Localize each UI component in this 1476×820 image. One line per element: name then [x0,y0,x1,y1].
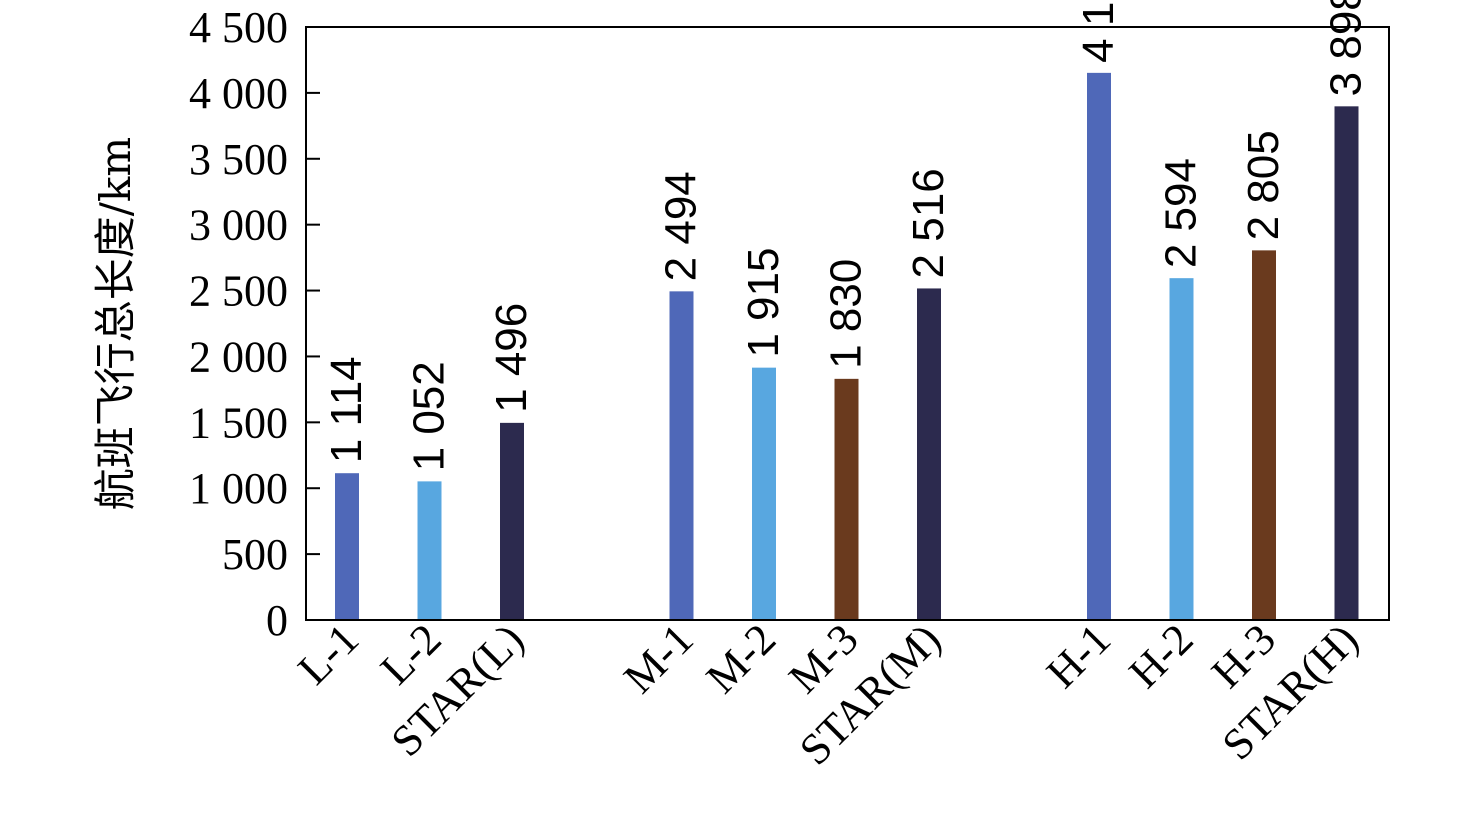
bar-L-1 [335,473,359,620]
data-label-M-2: 1 915 [739,248,788,358]
data-label-STAR(L): 1 496 [487,303,536,413]
bar-H-1 [1087,72,1111,621]
y-tick-label: 4 000 [189,69,288,118]
data-label-L-1: 1 114 [322,356,371,463]
data-label-STAR(M): 2 516 [904,168,953,278]
data-label-H-2: 2 594 [1157,158,1206,268]
data-labels: 1 114 1 052 1 496 2 494 1 915 1 830 2 516 4 152… [322,0,1371,471]
data-label-M-1: 2 494 [657,171,706,281]
y-tick-label: 0 [266,596,288,645]
data-label-H-1: 4 152 [1074,0,1123,63]
y-tick-label: 500 [222,530,288,579]
y-tick-label: 3 000 [189,201,288,250]
bar-M-2 [752,367,776,620]
bar-STAR(L) [500,422,524,620]
x-tick-label-M-1: M-1 [614,614,702,702]
bar-M-3 [834,378,859,620]
bar-STAR(H) [1334,106,1359,621]
data-label-L-2: 1 052 [405,361,454,471]
y-tick-label: 1 500 [189,398,288,447]
bar-STAR(M) [917,288,941,620]
x-tick-label-L-1: L-1 [288,614,368,694]
data-label-M-3: 1 830 [822,259,871,369]
y-tick-label: 1 000 [189,464,288,513]
bar-M-1 [669,291,694,620]
bar-H-3 [1252,250,1276,620]
bars [335,72,1359,621]
plot-frame [305,26,1390,621]
data-label-H-3: 2 805 [1239,130,1288,240]
y-tick-label: 3 500 [189,135,288,184]
bar-L-2 [417,481,442,620]
y-tick-label: 2 500 [189,267,288,316]
y-axis-ticks: 0 500 1 000 1 500 2 000 2 500 3 000 3 500 4 000 4… [189,3,320,645]
y-tick-label: 2 000 [189,332,288,381]
y-axis-title: 航班飞行总长度/km [91,137,140,510]
bar-H-2 [1169,278,1194,620]
data-label-STAR(H): 3 898 [1322,0,1371,96]
x-tick-label-M-2: M-2 [697,614,785,702]
y-tick-label: 4 500 [189,3,288,52]
x-tick-label-H-2: H-2 [1120,614,1203,697]
x-tick-label-H-1: H-1 [1037,614,1120,697]
